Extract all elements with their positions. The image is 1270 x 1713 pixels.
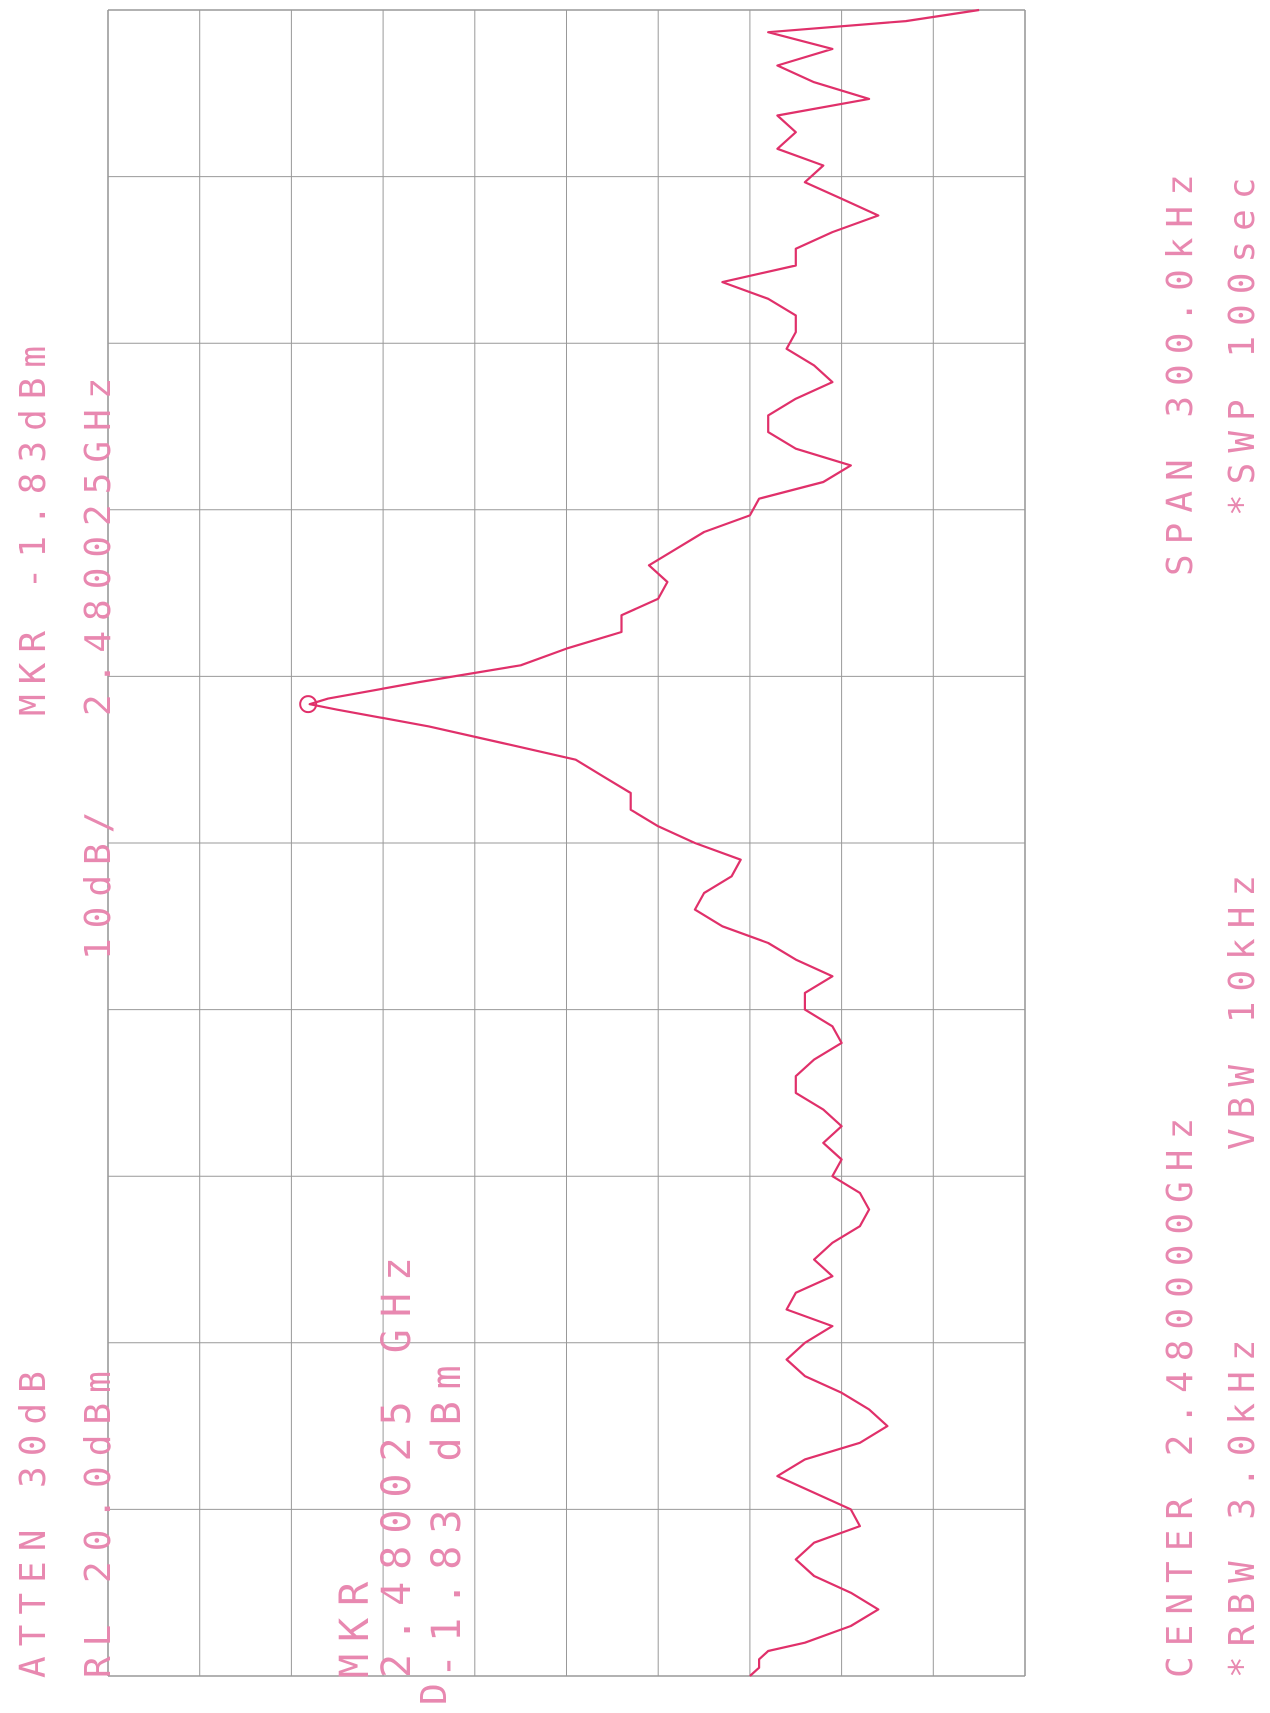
- graticule: [107, 9, 1026, 1677]
- atten-label: ATTEN 30dB: [13, 1361, 54, 1678]
- sweep-label: *SWP 100sec: [1222, 168, 1263, 516]
- spectrum-trace: [308, 8, 980, 1677]
- marker-reference-symbol: D: [414, 1673, 455, 1705]
- rbw-label: *RBW 3.0kHz: [1222, 1330, 1263, 1678]
- marker-freq-label: 2.480025GHz: [78, 368, 119, 716]
- trace-layer: [299, 8, 980, 1677]
- scale-label: 10dB/: [78, 802, 119, 960]
- center-freq-label: CENTER 2.480000GHz: [1160, 1108, 1201, 1678]
- span-label: SPAN 300.0kHz: [1160, 164, 1201, 576]
- marker-inset-level: -1.83 dBm: [424, 1353, 470, 1678]
- marker-inset-title: MKR: [332, 1570, 378, 1678]
- vbw-label: VBW 10kHz: [1222, 865, 1263, 1150]
- marker-level-label: MKR -1.83dBm: [13, 336, 54, 716]
- marker-inset-freq: 2.480025 GHz: [374, 1245, 420, 1678]
- ref-level-label: RL 20.0dBm: [78, 1361, 119, 1678]
- marker-point: [299, 695, 318, 714]
